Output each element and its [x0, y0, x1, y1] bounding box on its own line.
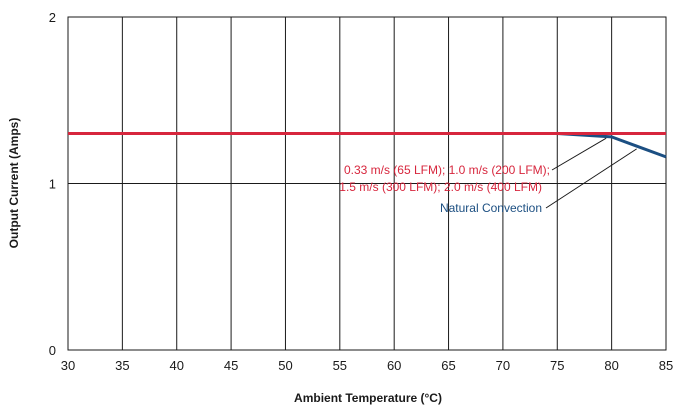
- series-lines: [68, 132, 667, 159]
- x-tick-label-11: 85: [659, 358, 673, 373]
- annotation-red-line-1: 0.33 m/s (65 LFM); 1.0 m/s (200 LFM);: [344, 163, 550, 177]
- x-tick-label-4: 50: [278, 358, 292, 373]
- y-tick-label-2: 2: [49, 10, 56, 25]
- x-tick-label-7: 65: [441, 358, 455, 373]
- series-line-1: [68, 132, 667, 159]
- y-tick-label-1: 1: [49, 177, 56, 192]
- x-tick-label-0: 30: [61, 358, 75, 373]
- x-tick-label-6: 60: [387, 358, 401, 373]
- x-tick-label-9: 75: [550, 358, 564, 373]
- y-axis-title: Output Current (Amps): [7, 118, 21, 249]
- leader-line-blue: [545, 148, 637, 209]
- annotation-red-line-2: 1.5 m/s (300 LFM); 2.0 m/s (400 LFM): [339, 180, 542, 194]
- x-axis-title: Ambient Temperature (°C): [294, 391, 442, 405]
- leader-line-red: [551, 137, 607, 171]
- x-tick-label-10: 80: [604, 358, 618, 373]
- x-tick-label-1: 35: [115, 358, 129, 373]
- annotation-blue-line: Natural Convection: [440, 201, 542, 215]
- x-tick-label-2: 40: [169, 358, 183, 373]
- y-tick-label-0: 0: [49, 343, 56, 358]
- x-tick-label-3: 45: [224, 358, 238, 373]
- plot-frame: [67, 16, 667, 351]
- x-tick-labels: 30 35 40 45 50 55 60 65 70 75 80 85: [61, 358, 673, 373]
- x-tick-label-5: 55: [333, 358, 347, 373]
- annotation-leaders: [545, 137, 637, 209]
- x-tick-label-8: 70: [496, 358, 510, 373]
- y-tick-labels: 0 1 2: [49, 10, 56, 358]
